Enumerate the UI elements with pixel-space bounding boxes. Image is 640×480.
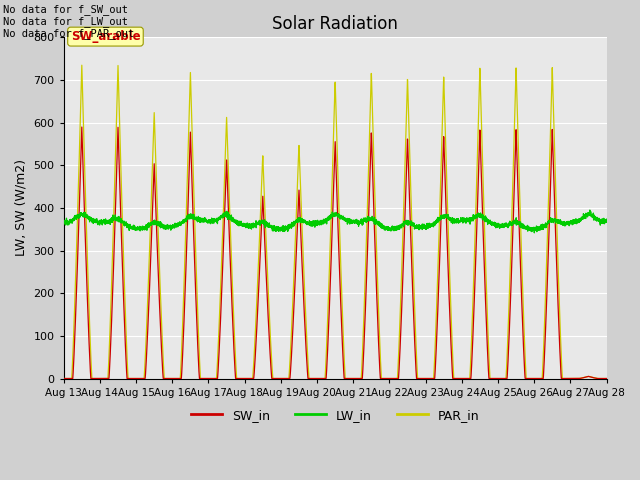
Y-axis label: LW, SW (W/m2): LW, SW (W/m2) [15,159,28,256]
Text: SW_arable: SW_arable [70,30,140,43]
Text: No data for f_PAR_out: No data for f_PAR_out [3,28,134,39]
Legend: SW_in, LW_in, PAR_in: SW_in, LW_in, PAR_in [186,404,484,427]
Title: Solar Radiation: Solar Radiation [272,15,398,33]
Text: No data for f_LW_out: No data for f_LW_out [3,16,128,27]
Text: No data for f_SW_out: No data for f_SW_out [3,4,128,15]
